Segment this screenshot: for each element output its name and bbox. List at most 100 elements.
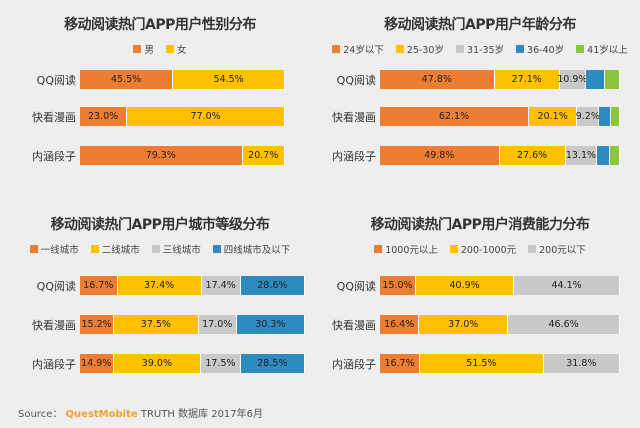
source-brand: QuestMobite xyxy=(65,409,138,420)
legend-swatch xyxy=(332,45,341,53)
legend-swatch xyxy=(395,45,404,53)
data-label: 28.6% xyxy=(257,280,288,291)
data-label: 14.9% xyxy=(81,358,112,369)
legend-label: 四线城市及以下 xyxy=(223,245,291,256)
stacked-bar: 14.9% 39.0% 17.5% 28.5% xyxy=(80,354,305,373)
legend-item: 1000元以上 xyxy=(374,242,438,256)
legend-label: 41岁以上 xyxy=(587,45,628,56)
bar-segment: 27.1% xyxy=(494,70,560,89)
data-label: 62.1% xyxy=(438,111,470,122)
bar-segment: 37.0% xyxy=(419,315,509,334)
bar-segment: 17.5% xyxy=(201,354,241,373)
stacked-bar: 47.8% 27.1% 10.9% xyxy=(380,70,620,89)
legend-label: 二线城市 xyxy=(101,245,140,256)
bar-segment: 28.6% xyxy=(240,276,305,295)
legend-label: 200元以下 xyxy=(539,245,586,256)
legend-swatch xyxy=(576,45,585,53)
category-label: QQ阅读 xyxy=(336,280,376,293)
bar-segment xyxy=(605,70,620,89)
data-label: 28.5% xyxy=(257,358,288,369)
data-label: 54.5% xyxy=(213,74,244,85)
bar-segment: 15.0% xyxy=(380,276,416,295)
category-label: QQ阅读 xyxy=(36,74,76,87)
data-label: 79.3% xyxy=(145,150,176,161)
stacked-bar: 79.3% 20.7% xyxy=(80,146,285,165)
age-chart-panel: 移动阅读热门APP用户年龄分布 24岁以下 25-30岁 31-35岁 36-40岁 41… xyxy=(320,0,640,200)
legend-item: 男 xyxy=(133,42,154,56)
legend-item: 31-35岁 xyxy=(455,42,505,56)
bar-segment: 28.5% xyxy=(240,354,305,373)
stacked-bar: 15.2% 37.5% 17.0% 30.3% xyxy=(80,315,305,334)
bar-segment: 47.8% xyxy=(380,70,495,89)
legend-swatch xyxy=(166,45,174,53)
data-label: 15.0% xyxy=(382,280,413,291)
chart-title: 移动阅读热门APP用户消费能力分布 xyxy=(370,217,590,233)
bar-segment: 16.7% xyxy=(380,354,421,373)
category-label: 快看漫画 xyxy=(332,111,376,124)
category-label: 快看漫画 xyxy=(32,319,76,332)
spending-chart-panel: 移动阅读热门APP用户消费能力分布 1000元以上 200-1000元 200元以下 Q… xyxy=(320,200,640,400)
city-tier-chart-panel: 移动阅读热门APP用户城市等级分布 一线城市 二线城市 三线城市 四线城市及以下 QQ阅读… xyxy=(0,200,320,400)
data-label: 30.3% xyxy=(255,319,286,330)
source-suffix: TRUTH 数据库 2017年6月 xyxy=(140,409,264,420)
bar-segment: 54.5% xyxy=(173,70,285,89)
legend: 1000元以上 200-1000元 200元以下 xyxy=(320,242,640,256)
bar-segment: 45.5% xyxy=(80,70,174,89)
data-label: 47.8% xyxy=(421,74,452,85)
data-label: 37.5% xyxy=(140,319,171,330)
legend-swatch xyxy=(374,245,383,253)
category-label: 内涵段子 xyxy=(32,358,76,371)
legend-item: 四线城市及以下 xyxy=(212,242,291,256)
data-label: 37.0% xyxy=(448,319,479,330)
legend-item: 三线城市 xyxy=(151,242,201,256)
data-label: 17.4% xyxy=(205,280,236,291)
data-label: 16.7% xyxy=(384,358,415,369)
chart-title: 移动阅读热门APP用户年龄分布 xyxy=(384,17,576,33)
data-label: 15.2% xyxy=(81,319,112,330)
stacked-bar: 49.8% 27.6% 13.1% xyxy=(380,146,620,165)
bar-segment xyxy=(597,146,611,165)
legend-item: 24岁以下 xyxy=(332,42,384,56)
data-label: 9.2% xyxy=(575,111,600,122)
bar-segment: 31.8% xyxy=(543,354,620,373)
legend-swatch xyxy=(212,245,221,253)
bar-segment: 49.8% xyxy=(380,146,500,165)
source-prefix: Source： xyxy=(18,409,63,420)
data-label: 37.4% xyxy=(143,280,175,291)
data-label: 51.5% xyxy=(466,358,497,369)
bar-segment: 9.2% xyxy=(575,107,600,126)
bar-segment: 77.0% xyxy=(127,107,285,126)
data-label: 16.7% xyxy=(83,280,114,291)
bar-segment: 39.0% xyxy=(113,354,202,373)
legend-label: 200-1000元 xyxy=(460,245,517,256)
chart-title: 移动阅读热门APP用户性别分布 xyxy=(64,17,256,33)
data-label: 49.8% xyxy=(424,150,455,161)
source-note: Source： QuestMobite TRUTH 数据库 2017年6月 xyxy=(18,405,263,420)
data-label: 10.9% xyxy=(557,74,588,85)
legend: 一线城市 二线城市 三线城市 四线城市及以下 xyxy=(0,242,320,256)
legend: 24岁以下 25-30岁 31-35岁 36-40岁 41岁以上 xyxy=(320,42,640,56)
legend-swatch xyxy=(90,245,99,253)
bar-segment: 17.0% xyxy=(198,315,237,334)
category-label: 快看漫画 xyxy=(332,319,376,332)
bar-segment xyxy=(599,107,612,126)
data-label: 40.9% xyxy=(449,280,480,291)
legend-label: 31-35岁 xyxy=(466,45,505,56)
legend-label: 一线城市 xyxy=(40,245,79,256)
legend-label: 1000元以上 xyxy=(385,245,438,256)
data-label: 27.1% xyxy=(511,74,542,85)
data-label: 46.6% xyxy=(548,319,579,330)
stacked-bar: 15.0% 40.9% 44.1% xyxy=(380,276,620,295)
stacked-bar: 62.1% 20.1% 9.2% xyxy=(380,107,620,126)
legend-swatch xyxy=(528,245,537,253)
bar-segment: 27.6% xyxy=(499,146,566,165)
legend-swatch xyxy=(133,45,142,53)
category-label: 内涵段子 xyxy=(332,150,376,163)
data-label: 16.4% xyxy=(384,319,415,330)
bar-segment: 20.1% xyxy=(529,107,578,126)
legend-label: 三线城市 xyxy=(162,245,201,256)
data-label: 20.1% xyxy=(537,111,568,122)
stacked-bar: 16.7% 51.5% 31.8% xyxy=(380,354,620,373)
bar-segment: 16.7% xyxy=(80,276,118,295)
stacked-bar: 45.5% 54.5% xyxy=(80,70,285,89)
